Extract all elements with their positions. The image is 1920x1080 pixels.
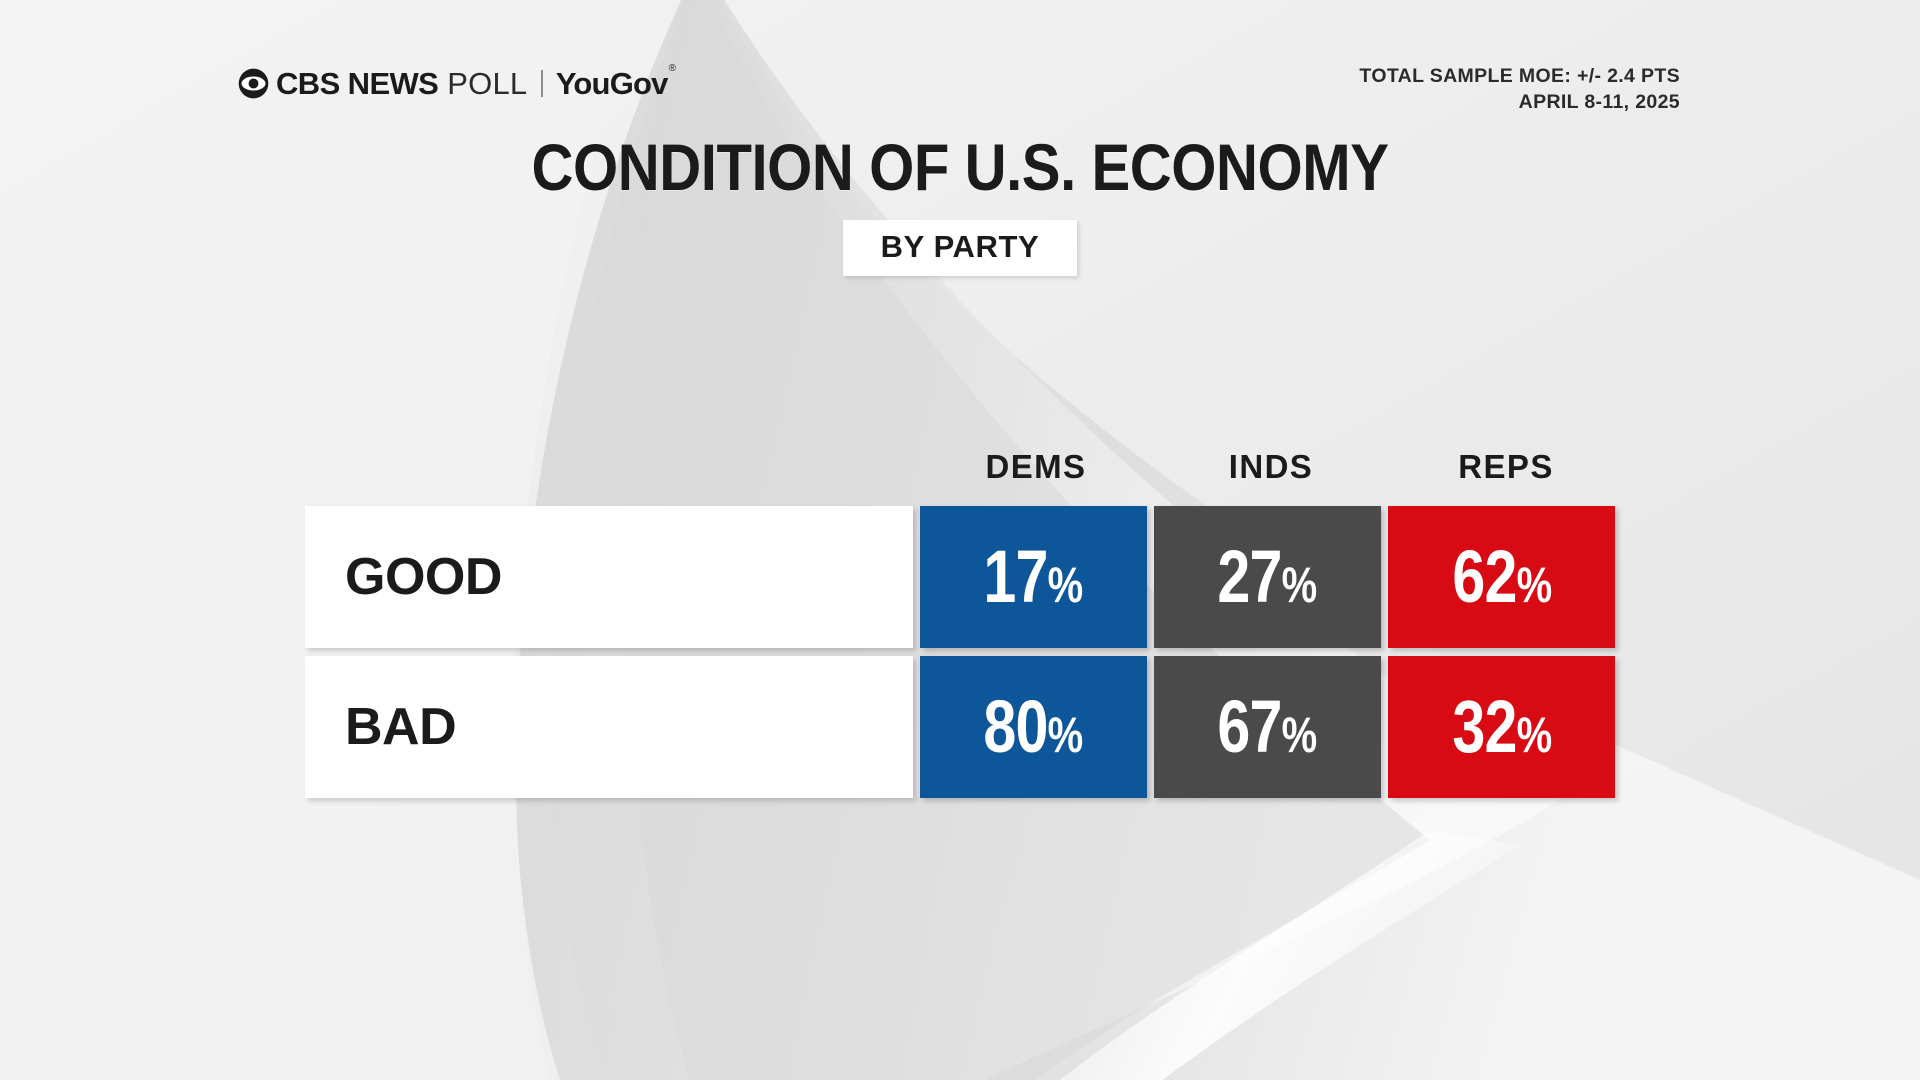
row-label-cell-bad: BAD — [305, 656, 913, 798]
logo-poll-text: POLL — [447, 66, 528, 101]
row-label-cell-good: GOOD — [305, 506, 913, 648]
column-header-inds: INDS — [1228, 448, 1314, 485]
registered-trademark-icon: ® — [668, 62, 676, 74]
moe-line: TOTAL SAMPLE MOE: +/- 2.4 PTS — [1359, 65, 1680, 87]
cbs-eye-icon — [238, 68, 269, 99]
value-bad-inds: 67% — [1217, 685, 1318, 768]
table-row: BAD 80% 67% 32% — [305, 656, 1616, 798]
row-label-good: GOOD — [345, 548, 502, 606]
row-label-bad: BAD — [345, 698, 457, 756]
logo-cbs-news-text: CBS NEWS — [276, 66, 439, 101]
percent-sign: % — [1282, 557, 1318, 613]
subtitle-text: BY PARTY — [842, 220, 1078, 276]
value-bad-reps: 32% — [1451, 685, 1552, 768]
cbs-news-poll-yougov-logo: CBS NEWS POLL YouGov® — [238, 63, 676, 101]
column-headers: DEMS INDS REPS — [305, 450, 1615, 496]
header: CBS NEWS POLL YouGov® TOTAL SAMPLE MOE: … — [0, 0, 1920, 140]
logo-yougov-word: YouGov — [555, 66, 669, 101]
logo-divider — [541, 70, 543, 97]
value-good-inds: 27% — [1217, 535, 1318, 618]
value-good-reps: 62% — [1451, 535, 1552, 618]
value-cell-bad-reps: 32% — [1387, 656, 1616, 798]
value-cell-good-reps: 62% — [1387, 506, 1616, 648]
value-cell-bad-dems: 80% — [919, 656, 1147, 798]
margin-of-error-block: TOTAL SAMPLE MOE: +/- 2.4 PTS APRIL 8-11… — [1359, 64, 1680, 115]
column-header-dems: DEMS — [985, 448, 1087, 485]
value-cell-good-dems: 17% — [919, 506, 1147, 648]
percent-sign: % — [1516, 557, 1552, 613]
logo-yougov-text: YouGov® — [555, 63, 676, 101]
value-cell-bad-inds: 67% — [1153, 656, 1381, 798]
field-dates-line: APRIL 8-11, 2025 — [1518, 90, 1680, 113]
percent-sign: % — [1048, 707, 1084, 763]
value-bad-dems: 80% — [983, 685, 1084, 768]
page-title: CONDITION OF U.S. ECONOMY — [531, 130, 1389, 204]
value-good-dems: 17% — [983, 535, 1084, 618]
column-header-reps: REPS — [1458, 448, 1554, 485]
value-cell-good-inds: 27% — [1153, 506, 1381, 648]
percent-sign: % — [1516, 707, 1552, 763]
percent-sign: % — [1282, 707, 1318, 763]
percent-sign: % — [1048, 557, 1084, 613]
poll-results-table: DEMS INDS REPS GOOD 17% 27% 62% BAD 80% … — [305, 450, 1616, 806]
subtitle-banner: BY PARTY — [0, 220, 1920, 276]
table-row: GOOD 17% 27% 62% — [305, 506, 1616, 648]
